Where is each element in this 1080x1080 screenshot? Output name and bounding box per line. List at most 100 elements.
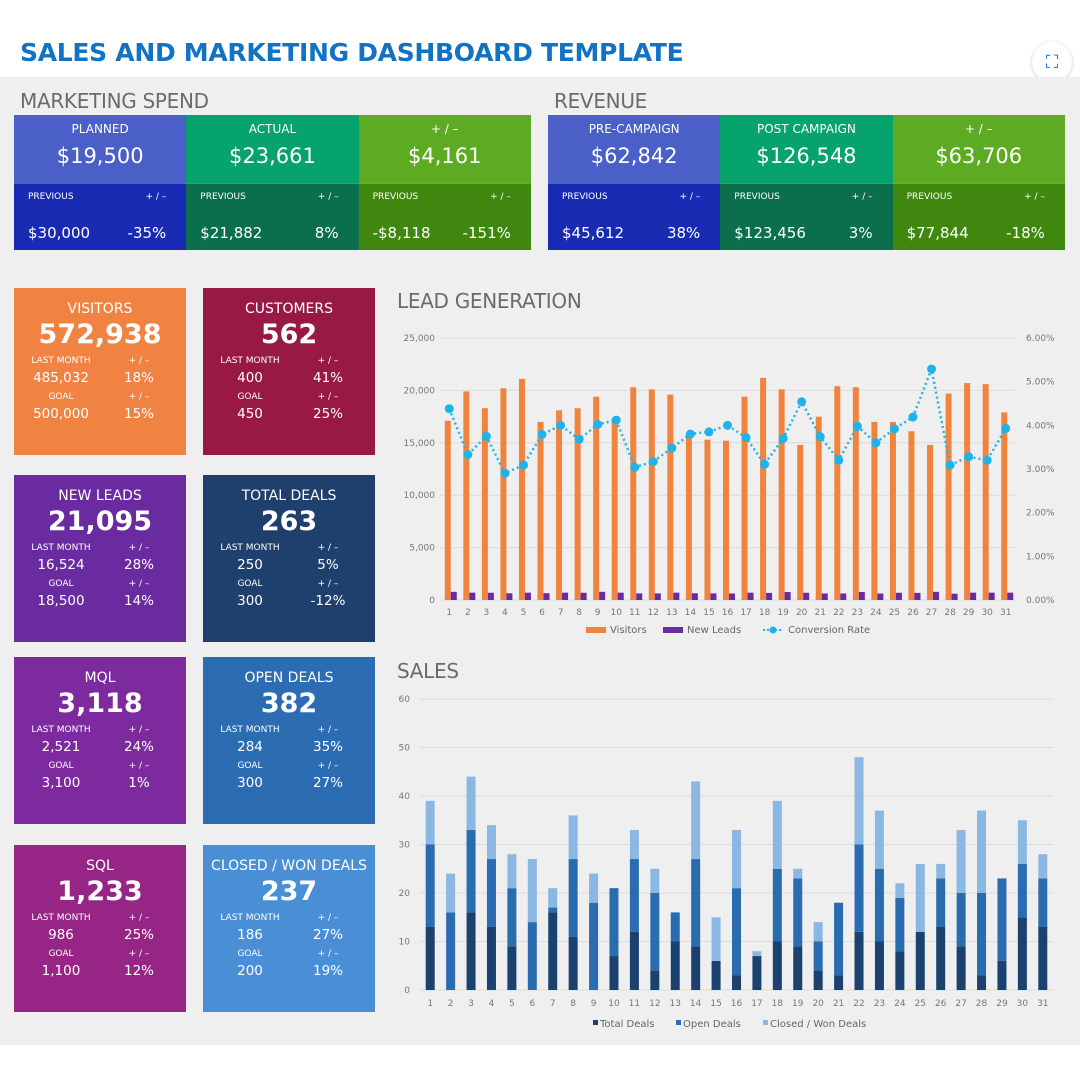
last-month-row: LAST MONTH + / – 2,521 24% [14, 725, 186, 755]
scan-button[interactable]: ⛶ [1032, 42, 1072, 82]
change-label: + / – [128, 579, 150, 589]
marketing-spend-cell: + / – $4,161 PREVIOUS + / – -$8,118 -151% [358, 115, 531, 250]
y-tick-label: 0 [429, 596, 435, 606]
open-deals-bar [609, 888, 619, 957]
visitors-bar [667, 394, 674, 600]
previous-label: PREVIOUS [28, 192, 74, 202]
change-label: + / – [490, 192, 511, 202]
cell-value: $19,500 [56, 144, 144, 168]
visitors-bar [723, 440, 729, 600]
y-tick-label: 15,000 [404, 439, 436, 449]
new-leads-bar [988, 592, 995, 600]
kpi-label: OPEN DEALS [244, 670, 334, 686]
kpi-card-sql: SQL 1,233 LAST MONTH + / – 986 25% GOAL + / – 1,… [14, 845, 186, 1012]
visitors-bar [778, 389, 785, 600]
conversion-rate-point [593, 419, 603, 429]
cell-label: PRE-CAMPAIGN [588, 122, 680, 136]
y-tick-label: 10 [399, 938, 411, 948]
new-leads-bar [803, 592, 810, 600]
conversion-rate-point [481, 431, 491, 441]
visitors-bar [741, 396, 748, 600]
new-leads-bar [951, 593, 958, 600]
goal-change: -12% [310, 593, 346, 609]
legend-visitors: Visitors [610, 625, 647, 636]
total-deals-bar [956, 946, 966, 990]
open-deals-bar [1038, 878, 1048, 927]
conversion-rate-point [964, 452, 974, 462]
change-label: + / – [317, 356, 339, 366]
kpi-value: 382 [260, 688, 318, 719]
conversion-rate-point [927, 364, 937, 374]
closed-won-deals-bar [732, 829, 741, 889]
closed-won-deals-bar [793, 868, 803, 879]
cell-previous: PREVIOUS + / – $21,882 8% [186, 183, 359, 250]
marketing-spend-group: PLANNED $19,500 PREVIOUS + / – $30,000 -35% AC… [14, 115, 531, 250]
y2-tick-label: 0.00% [1026, 596, 1055, 606]
kpi-label: TOTAL DEALS [241, 488, 337, 504]
conversion-rate-point [704, 427, 714, 437]
change-label: + / – [317, 579, 339, 589]
visitors-bar [611, 420, 618, 600]
open-deals-bar [486, 859, 496, 927]
new-leads-bar [840, 593, 847, 600]
cell-header: PLANNED $19,500 [14, 115, 187, 183]
x-tick-label: 25 [889, 608, 900, 618]
goal-row: GOAL + / – 300 -12% [203, 579, 375, 609]
x-tick-label: 8 [576, 608, 582, 618]
new-leads-bar [747, 592, 754, 600]
new-leads-bar [784, 592, 791, 600]
goal-row: GOAL + / – 1,100 12% [14, 949, 186, 979]
x-tick-label: 18 [772, 999, 784, 1009]
revenue-title: REVENUE [554, 89, 647, 113]
goal-label: GOAL [237, 949, 263, 959]
x-tick-label: 3 [484, 608, 490, 618]
x-tick-label: 31 [1037, 999, 1048, 1009]
change-label: + / – [317, 913, 339, 923]
new-leads-bar [543, 593, 550, 600]
visitors-bar [463, 391, 470, 600]
last-month-row: LAST MONTH + / – 485,032 18% [14, 356, 186, 386]
visitors-bar [518, 378, 525, 600]
legend-swatch [676, 1020, 681, 1025]
last-month-value: 400 [237, 370, 263, 386]
scan-icon: ⛶ [1045, 51, 1059, 73]
change-label: + / – [851, 192, 873, 202]
last-month-label: LAST MONTH [220, 913, 280, 923]
visitors-bar [556, 410, 563, 600]
goal-value: 200 [237, 963, 263, 979]
x-tick-label: 16 [722, 608, 734, 618]
legend-swatch [763, 1020, 768, 1025]
sales-title: SALES [397, 659, 459, 683]
x-tick-label: 11 [629, 999, 640, 1009]
open-deals-bar [997, 878, 1007, 961]
y-tick-label: 40 [399, 792, 411, 802]
total-deals-bar [711, 960, 721, 990]
goal-row: GOAL + / – 3,100 1% [14, 761, 186, 791]
goal-label: GOAL [48, 761, 74, 771]
open-deals-bar [425, 844, 435, 927]
last-month-value: 485,032 [33, 370, 89, 386]
kpi-card-customers: CUSTOMERS 562 LAST MONTH + / – 400 41% GOAL + /… [203, 288, 375, 455]
new-leads-bar [580, 592, 587, 600]
change-label: + / – [128, 913, 150, 923]
cell-value: $4,161 [408, 144, 482, 168]
x-tick-label: 16 [731, 999, 743, 1009]
cell-header: PRE-CAMPAIGN $62,842 [548, 115, 721, 183]
y-tick-label: 5,000 [409, 544, 435, 554]
total-deals-bar [1017, 917, 1027, 990]
x-tick-label: 27 [926, 608, 937, 618]
previous-label: PREVIOUS [200, 192, 246, 202]
cell-previous: PREVIOUS + / – $123,456 3% [720, 183, 893, 250]
conversion-rate-point [537, 430, 547, 440]
open-deals-bar [650, 893, 660, 971]
revenue-group: PRE-CAMPAIGN $62,842 PREVIOUS + / – $45,612 3… [548, 115, 1065, 250]
conversion-rate-point [574, 434, 584, 444]
total-deals-bar [977, 975, 987, 990]
conversion-rate-point [444, 404, 454, 414]
x-tick-label: 7 [558, 608, 564, 618]
kpi-label: SQL [86, 858, 114, 874]
total-deals-bar [691, 946, 701, 990]
new-leads-bar [766, 592, 773, 600]
x-tick-label: 27 [955, 999, 966, 1009]
open-deals-bar [507, 888, 517, 947]
